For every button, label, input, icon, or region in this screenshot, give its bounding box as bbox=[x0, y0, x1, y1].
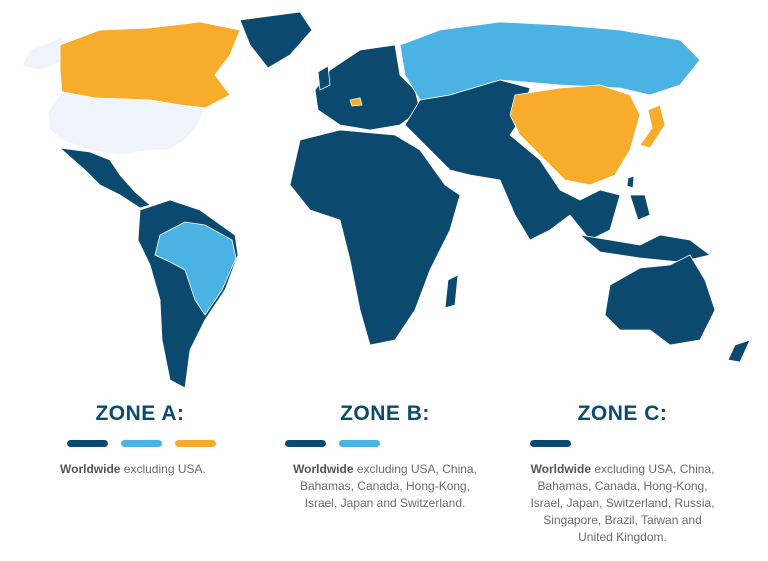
region-madagascar bbox=[444, 274, 459, 309]
region-indonesia bbox=[578, 234, 711, 263]
region-switzerland bbox=[349, 97, 363, 107]
zone-b-description: Worldwide excluding USA, China, Bahamas,… bbox=[293, 462, 477, 510]
region-brazil bbox=[154, 221, 237, 316]
region-china bbox=[509, 84, 641, 186]
zone-b-color-bar bbox=[339, 440, 380, 447]
zone-c-color-bar bbox=[67, 440, 108, 447]
zone-a-legend: ZONE A: Worldwide excluding USA. bbox=[40, 402, 240, 478]
region-russia bbox=[399, 21, 701, 101]
region-africa bbox=[289, 129, 461, 346]
zone-b-color-bar bbox=[121, 440, 162, 447]
region-greenland bbox=[239, 11, 313, 69]
zone-c-title: ZONE C: bbox=[577, 402, 668, 425]
region-japan bbox=[639, 104, 666, 149]
world-map bbox=[21, 11, 751, 389]
zone-a-title: ZONE A: bbox=[95, 402, 185, 425]
region-usa bbox=[47, 91, 206, 156]
zone-c-color-bar bbox=[285, 440, 326, 447]
region-new-zealand bbox=[727, 339, 751, 363]
region-australia bbox=[604, 254, 716, 346]
zone-c-color-bar bbox=[530, 440, 571, 447]
zone-c-description: Worldwide excluding USA, China, Bahamas,… bbox=[530, 462, 715, 544]
zone-b-title: ZONE B: bbox=[340, 402, 430, 425]
region-canada bbox=[59, 21, 241, 109]
region-philippines bbox=[629, 194, 651, 221]
region-taiwan bbox=[626, 175, 635, 189]
zone-b-legend: ZONE B: Worldwide excluding USA, China, … bbox=[285, 402, 485, 512]
region-central-america bbox=[58, 147, 151, 209]
zone-c-legend: ZONE C: Worldwide excluding USA, China, … bbox=[525, 402, 720, 546]
zone-a-description: Worldwide excluding USA. bbox=[60, 462, 206, 476]
zone-a-color-bar bbox=[175, 440, 216, 447]
region-uk bbox=[317, 65, 331, 91]
